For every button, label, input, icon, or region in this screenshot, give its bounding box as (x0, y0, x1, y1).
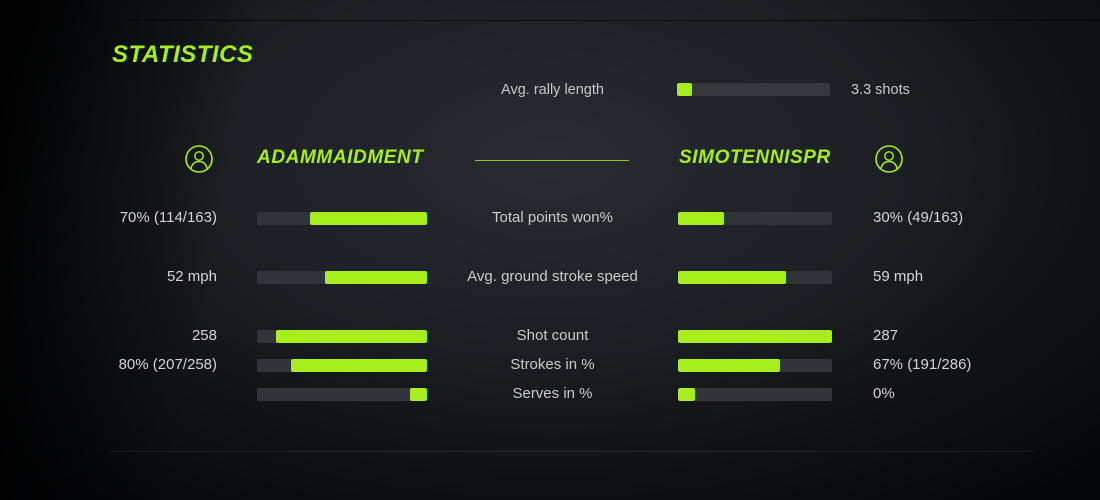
stat-left-bar-fill (291, 359, 427, 372)
stat-left-value: 52 mph (166, 268, 217, 285)
stat-left-bar (257, 212, 427, 225)
player-avatar-icon[interactable] (874, 144, 904, 174)
stat-right-bar (678, 330, 832, 343)
center-divider (475, 160, 629, 161)
stat-label: Shot count (516, 327, 589, 344)
stat-label: Strokes in % (510, 356, 595, 373)
rally-length-bar (677, 83, 830, 96)
page-title: STATISTICS (112, 41, 254, 68)
bottom-divider (110, 451, 1035, 452)
stat-label: Avg. ground stroke speed (467, 268, 638, 285)
stat-left-value (0, 383, 217, 405)
stat-left-bar (257, 359, 427, 372)
stat-right-bar (678, 359, 832, 372)
rally-length-label: Avg. rally length (501, 82, 604, 98)
top-divider (128, 20, 1100, 21)
stat-left-bar-fill (325, 271, 427, 284)
stat-left-bar-fill (275, 330, 427, 343)
stat-right-bar (678, 212, 832, 225)
stat-left-bar (257, 388, 427, 401)
stat-right-value: 0% (873, 385, 895, 402)
stat-right-value: 67% (191/286) (873, 356, 972, 373)
stat-left-value: 80% (207/258) (118, 356, 217, 373)
stat-left-value: 70% (114/163) (119, 209, 217, 226)
player-right-name[interactable]: SIMOTENNISPR (679, 147, 831, 168)
player-avatar-icon[interactable] (184, 144, 214, 174)
stat-left-bar (257, 271, 427, 284)
stat-right-bar-fill (678, 271, 786, 284)
stat-left-value: 258 (191, 327, 217, 344)
stat-right-value: 287 (873, 327, 899, 344)
player-left-name[interactable]: ADAMMAIDMENT (257, 147, 424, 168)
stat-right-value: 59 mph (873, 268, 924, 285)
stat-right-bar-fill (678, 388, 695, 401)
rally-length-value: 3.3 shots (851, 82, 910, 98)
stat-left-bar-fill (309, 212, 427, 225)
stat-right-bar (678, 271, 832, 284)
stat-label: Serves in % (512, 385, 593, 402)
stat-right-value: 30% (49/163) (873, 209, 964, 226)
stat-label: Total points won% (492, 209, 613, 226)
stat-right-bar-fill (678, 212, 725, 225)
stat-right-bar-fill (678, 359, 780, 372)
stat-left-bar (257, 330, 427, 343)
stat-right-bar-fill (678, 330, 832, 343)
stat-right-bar (678, 388, 832, 401)
stat-left-bar-fill (410, 388, 427, 401)
rally-length-bar-fill (677, 83, 693, 96)
